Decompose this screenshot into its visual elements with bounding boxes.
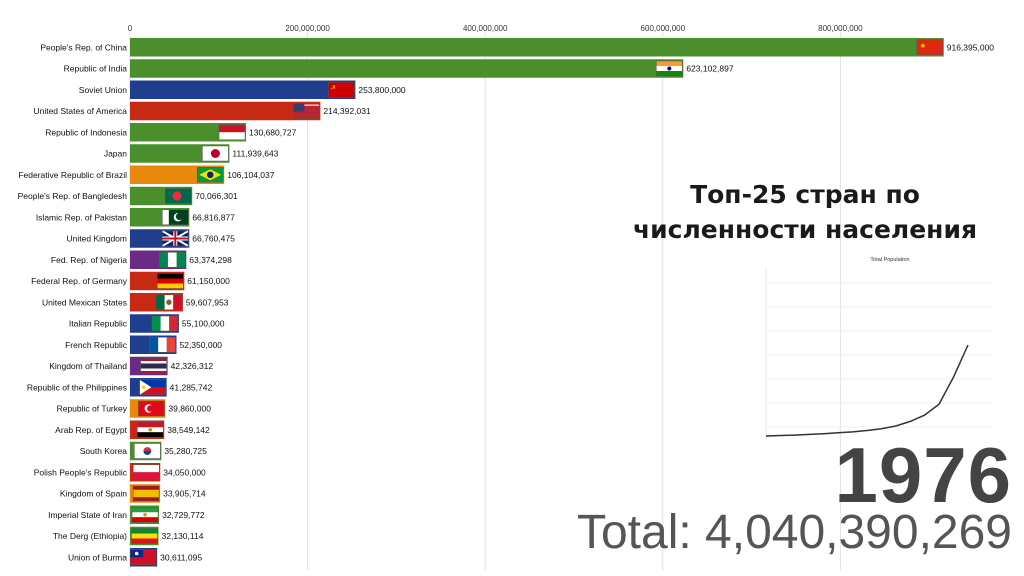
value-label: 42,326,312: [171, 361, 214, 371]
india-flag-icon: [656, 60, 683, 77]
pakistan-flag-icon: [162, 209, 189, 225]
x-tick-label: 600,000,000: [641, 24, 686, 33]
x-tick-label: 400,000,000: [463, 24, 508, 33]
country-label: Federative Republic of Brazil: [18, 170, 127, 180]
bar: [130, 59, 684, 78]
country-label: Italian Republic: [69, 319, 128, 329]
poland-flag-icon: [132, 464, 160, 480]
country-label: Polish People's Republic: [34, 467, 128, 477]
burma-flag-icon: [129, 549, 157, 565]
svg-text:☭: ☭: [330, 84, 335, 91]
south-korea-flag-icon: [134, 443, 161, 459]
total-population-line: [765, 344, 969, 437]
country-label: Federal Rep. of Germany: [31, 276, 128, 286]
country-label: Kingdom of Spain: [60, 489, 127, 499]
value-label: 623,102,897: [686, 64, 734, 74]
value-label: 66,816,877: [192, 212, 235, 222]
italy-flag-icon: [151, 315, 179, 332]
spain-flag-icon: [132, 485, 160, 502]
value-label: 59,607,953: [186, 297, 229, 307]
value-label: 63,374,298: [189, 255, 232, 265]
bar: [130, 38, 944, 57]
country-label: People's Rep. of China: [40, 42, 127, 52]
x-tick-label: 0: [128, 24, 133, 33]
country-label: Islamic Rep. of Pakistan: [36, 212, 127, 222]
value-label: 214,392,031: [323, 106, 371, 116]
value-label: 61,150,000: [187, 276, 230, 286]
brazil-flag-icon: [196, 167, 224, 183]
value-label: 55,100,000: [182, 319, 225, 329]
turkey-flag-icon: [138, 400, 165, 417]
country-label: French Republic: [65, 340, 128, 350]
inset-chart-title: Total Population: [870, 257, 909, 263]
country-label: Imperial State of Iran: [48, 510, 127, 520]
value-label: 52,350,000: [179, 340, 222, 350]
bar: [130, 80, 356, 99]
nigeria-flag-icon: [159, 252, 186, 268]
country-label: Japan: [104, 149, 127, 159]
country-label: South Korea: [80, 446, 128, 456]
country-label: Arab Rep. of Egypt: [55, 425, 127, 435]
japan-flag-icon: [202, 145, 229, 162]
country-label: The Derg (Ethiopia): [53, 531, 127, 541]
ethiopia-flag-icon: [131, 528, 158, 544]
germany-flag-icon: [157, 273, 184, 289]
value-label: 41,285,742: [170, 382, 213, 392]
x-tick-label: 200,000,000: [285, 24, 330, 33]
country-label: Fed. Rep. of Nigeria: [51, 255, 127, 265]
bangladesh-flag-icon: [164, 188, 192, 204]
value-label: 70,066,301: [195, 191, 238, 201]
country-label: Republic of Indonesia: [45, 127, 127, 137]
egypt-flag-icon: [136, 422, 164, 438]
chart-title-line1: Топ-25 стран по: [690, 180, 920, 209]
country-label: People's Rep. of Bangledesh: [18, 191, 128, 201]
country-label: Union of Burma: [68, 552, 127, 562]
uk-flag-icon: [161, 230, 189, 247]
usa-flag-icon: [293, 103, 320, 119]
country-label: Republic of India: [64, 64, 128, 74]
value-label: 916,395,000: [947, 42, 995, 52]
value-label: 111,939,643: [232, 149, 278, 159]
mexico-flag-icon: [155, 294, 183, 310]
country-label: Republic of the Philippines: [27, 382, 127, 392]
iran-flag-icon: [131, 507, 159, 523]
bar: [130, 123, 247, 142]
value-label: 30,611,095: [160, 552, 202, 562]
value-label: 35,280,725: [164, 446, 207, 456]
total-population-label: Total: 4,040,390,269: [576, 506, 1012, 559]
value-label: 32,130,114: [162, 531, 204, 541]
philippines-flag-icon: [139, 379, 166, 395]
chart-title-line2: численности населения: [632, 215, 978, 244]
value-label: 39,860,000: [168, 404, 211, 414]
thailand-flag-icon: [140, 358, 167, 374]
country-label: Republic of Turkey: [57, 404, 128, 414]
value-label: 33,905,714: [163, 489, 206, 499]
svg-text:★: ★: [920, 42, 926, 50]
ussr-flag-icon: ☭: [328, 82, 355, 98]
bar: [130, 101, 321, 121]
indonesia-flag-icon: [218, 124, 246, 140]
country-label: United Mexican States: [42, 297, 127, 307]
value-label: 38,549,142: [167, 425, 210, 435]
value-label: 66,760,475: [192, 234, 235, 244]
country-label: Kingdom of Thailand: [49, 361, 127, 371]
france-flag-icon: [149, 337, 176, 353]
value-label: 130,680,727: [249, 127, 297, 137]
value-label: 253,800,000: [358, 85, 406, 95]
value-label: 106,104,037: [227, 170, 275, 180]
china-flag-icon: ★: [916, 39, 944, 55]
country-label: United States of America: [33, 106, 127, 116]
value-label: 34,050,000: [163, 467, 206, 477]
country-label: United Kingdom: [67, 234, 127, 244]
year-label: 1976: [834, 431, 1012, 519]
value-label: 32,729,772: [162, 510, 205, 520]
x-tick-label: 800,000,000: [818, 24, 863, 33]
country-label: Soviet Union: [79, 85, 127, 95]
